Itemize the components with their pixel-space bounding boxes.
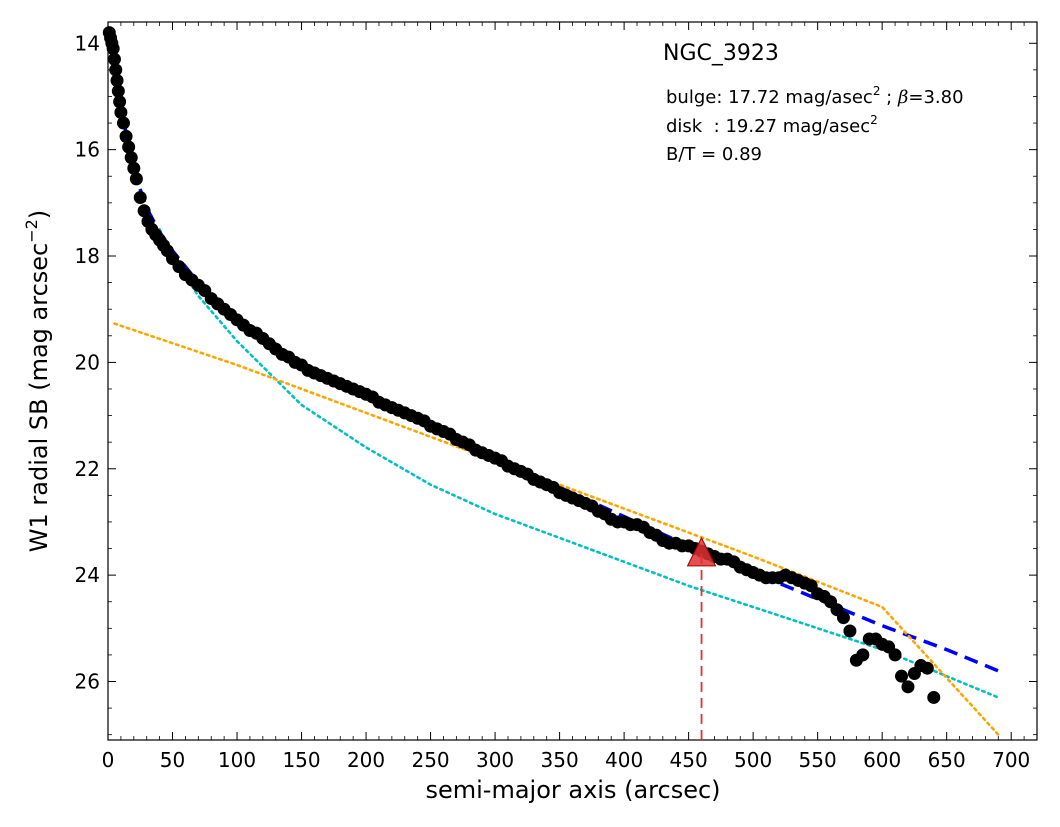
data-point xyxy=(107,52,121,66)
disk-fit-line xyxy=(113,322,1000,736)
x-tick-label: 300 xyxy=(476,748,514,772)
data-point xyxy=(114,105,128,119)
data-point xyxy=(133,191,147,205)
data-point xyxy=(920,661,934,675)
marker-triangle xyxy=(686,536,717,567)
fit-curves xyxy=(108,37,1000,736)
y-axis-label: W1 radial SB (mag arcsec−2) xyxy=(22,210,53,552)
y-tick-label: 26 xyxy=(75,669,100,693)
y-tick-label: 18 xyxy=(75,244,100,268)
x-tick-label: 700 xyxy=(992,748,1030,772)
data-point xyxy=(129,172,143,186)
data-point xyxy=(119,129,133,143)
chart-title: NGC_3923 xyxy=(663,41,779,66)
disk-annotation: disk : 19.27 mag/asec2 xyxy=(666,113,878,137)
data-point xyxy=(124,151,138,165)
data-point xyxy=(109,63,123,77)
data-point xyxy=(836,611,850,625)
y-tick-label: 16 xyxy=(75,138,100,162)
marker-group xyxy=(686,536,717,740)
data-point xyxy=(122,140,136,154)
x-tick-label: 250 xyxy=(411,748,449,772)
bulge-fit-line xyxy=(158,228,1000,699)
x-tick-label: 0 xyxy=(102,748,115,772)
data-point xyxy=(888,648,902,662)
x-tick-label: 350 xyxy=(541,748,579,772)
data-point xyxy=(843,624,857,638)
plot-frame xyxy=(107,21,1038,741)
x-tick-label: 600 xyxy=(863,748,901,772)
y-tick-label: 14 xyxy=(75,31,100,55)
x-tick-label: 50 xyxy=(160,748,185,772)
axis-ticks: 0 50 100 150 200 250 300 350 400 450 500 550 600 650 7… xyxy=(75,22,1037,772)
x-tick-label: 200 xyxy=(347,748,385,772)
y-tick-label: 20 xyxy=(75,350,100,374)
bt-annotation: B/T = 0.89 xyxy=(666,144,762,165)
x-tick-label: 650 xyxy=(928,748,966,772)
data-point xyxy=(110,74,124,88)
data-point xyxy=(901,680,915,694)
data-point xyxy=(895,669,909,683)
x-tick-label: 450 xyxy=(670,748,708,772)
data-points xyxy=(102,26,941,704)
y-tick-label: 24 xyxy=(75,563,100,587)
data-point xyxy=(927,690,941,704)
data-point xyxy=(111,84,125,98)
data-point xyxy=(116,116,130,130)
x-tick-label: 550 xyxy=(799,748,837,772)
bulge-annotation: bulge: 17.72 mag/asec2 ; β=3.80 xyxy=(666,84,964,108)
x-axis-label: semi-major axis (arcsec) xyxy=(425,776,720,804)
x-tick-label: 150 xyxy=(282,748,320,772)
data-point xyxy=(113,95,127,109)
data-point xyxy=(106,42,120,56)
x-tick-label: 400 xyxy=(605,748,643,772)
x-tick-label: 500 xyxy=(734,748,772,772)
y-tick-label: 22 xyxy=(75,457,100,481)
data-point xyxy=(856,648,870,662)
data-point xyxy=(127,161,141,175)
x-tick-label: 100 xyxy=(218,748,256,772)
